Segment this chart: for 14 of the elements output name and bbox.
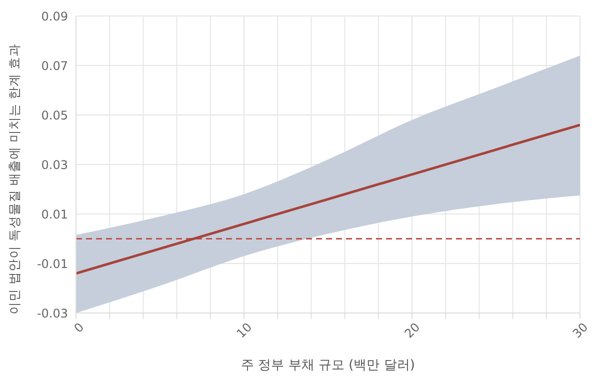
y-axis-title: 이민 법안이 독성물질 배출에 미치는 한계 효과 bbox=[6, 44, 22, 314]
y-tick-label: 0.05 bbox=[41, 108, 68, 122]
x-axis-title: 주 정부 부채 규모 (백만 달러) bbox=[241, 358, 415, 373]
y-tick-label: -0.03 bbox=[36, 306, 68, 320]
x-tick-label: 20 bbox=[402, 320, 423, 341]
y-tick-label: 0.01 bbox=[41, 207, 68, 222]
line-series bbox=[76, 124, 580, 275]
y-tick-label: -0.01 bbox=[36, 256, 68, 271]
y-tick-label: 0.03 bbox=[41, 158, 68, 172]
x-tick-label: 10 bbox=[234, 320, 255, 341]
y-tick-label: 0.09 bbox=[41, 9, 68, 24]
x-tick-label: 30 bbox=[570, 320, 591, 341]
x-tick-label: 0 bbox=[71, 320, 87, 336]
y-tick-label: 0.07 bbox=[41, 58, 68, 73]
